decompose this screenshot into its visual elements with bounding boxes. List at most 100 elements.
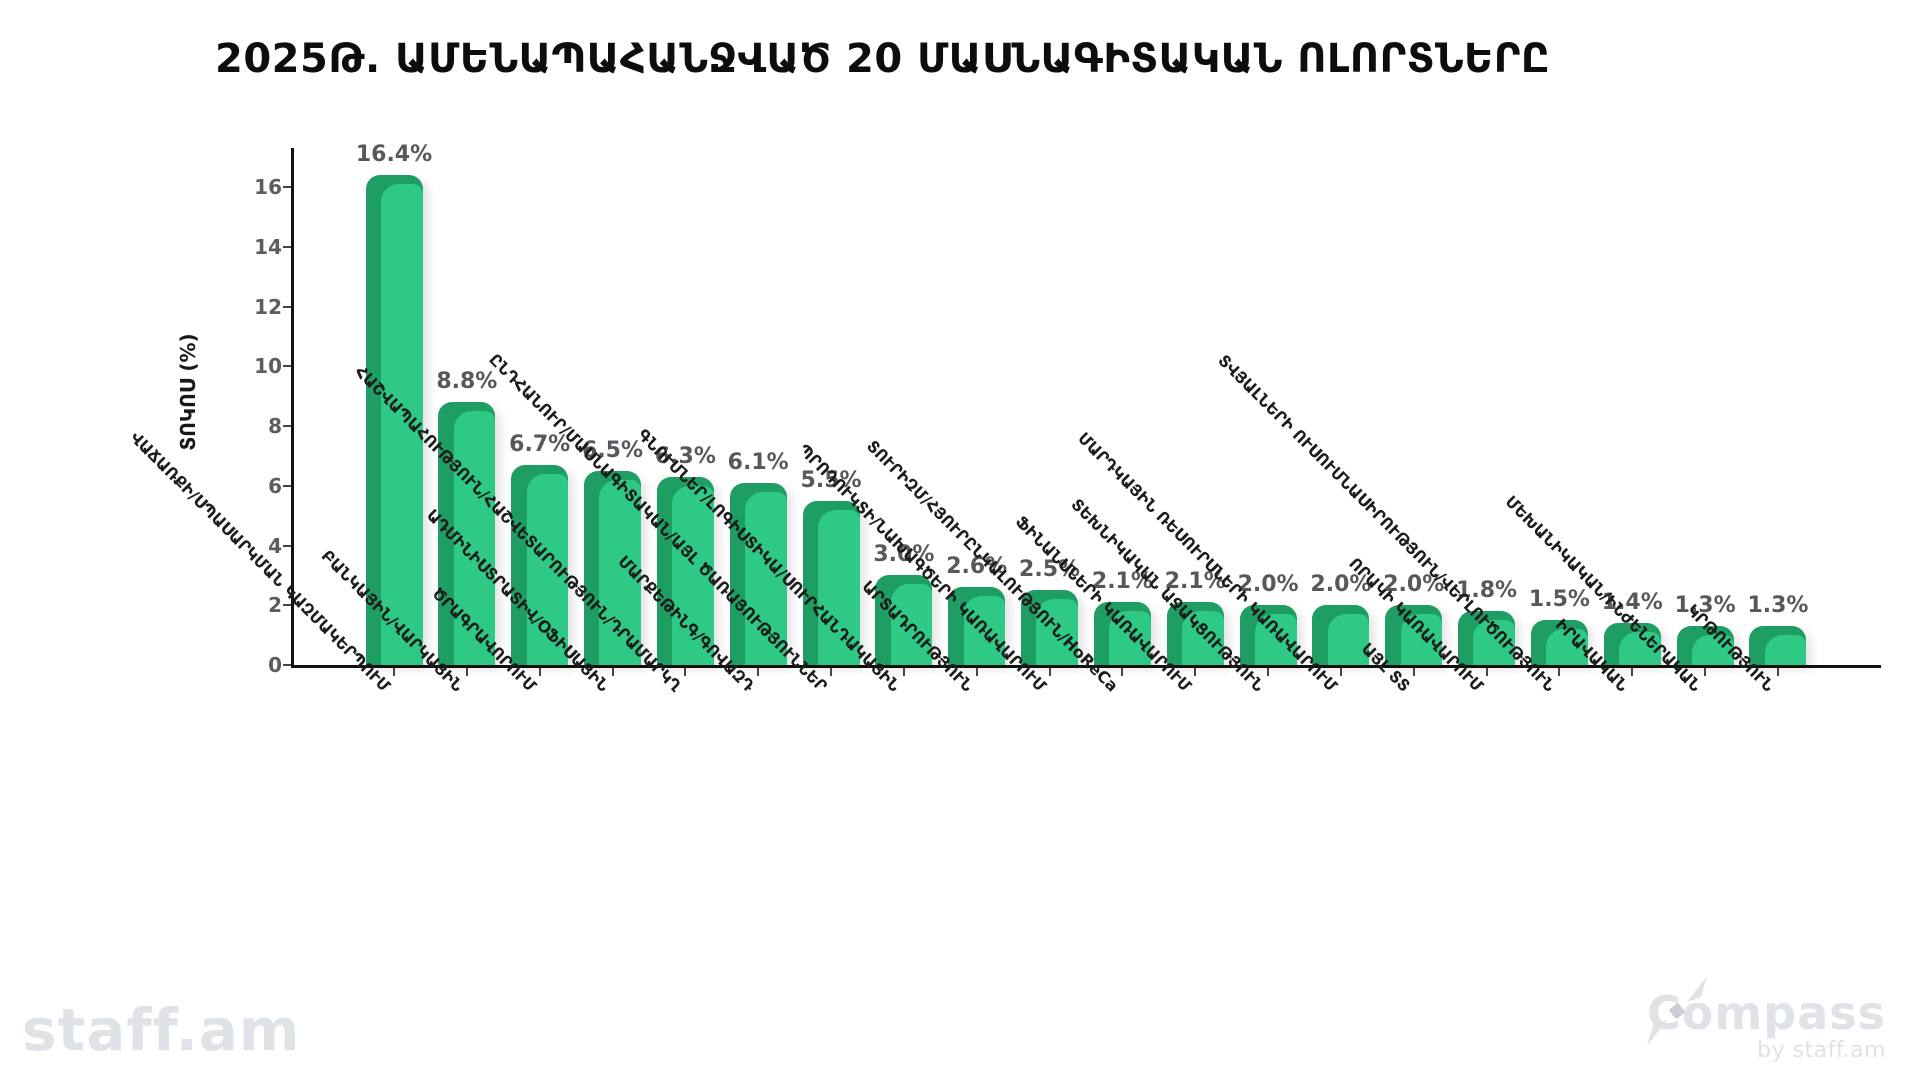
bar-highlight bbox=[1691, 635, 1734, 665]
y-tick-label: 4 bbox=[268, 533, 282, 558]
x-tick-mark bbox=[902, 668, 905, 676]
y-tick-mark bbox=[283, 604, 291, 607]
x-tick-mark bbox=[1339, 668, 1342, 676]
bar-highlight bbox=[1327, 614, 1370, 665]
bar-value-label: 1.5% bbox=[1528, 587, 1590, 612]
bar-highlight bbox=[599, 480, 642, 665]
x-tick-mark bbox=[1485, 668, 1488, 676]
x-tick-mark bbox=[830, 668, 833, 676]
bar-value-label: 5.5% bbox=[800, 468, 862, 493]
x-tick-mark bbox=[684, 668, 687, 676]
bar bbox=[1676, 626, 1734, 665]
bar-value-label: 6.5% bbox=[582, 438, 644, 463]
bar bbox=[729, 483, 787, 665]
x-tick-mark bbox=[393, 668, 395, 676]
y-tick-label: 12 bbox=[254, 294, 282, 319]
bar bbox=[584, 471, 642, 665]
bar bbox=[1749, 626, 1807, 665]
bar-highlight bbox=[963, 596, 1006, 665]
y-tick-mark bbox=[283, 664, 291, 666]
bar-value-label: 2.0% bbox=[1383, 572, 1445, 597]
compass-needle-icon bbox=[1646, 976, 1707, 1046]
bar-highlight bbox=[453, 411, 496, 665]
bar bbox=[1093, 602, 1151, 665]
bar-highlight bbox=[1109, 611, 1151, 665]
bar-value-label: 8.8% bbox=[436, 369, 498, 394]
bar bbox=[948, 587, 1006, 665]
bar bbox=[511, 465, 569, 665]
bar bbox=[1239, 605, 1297, 665]
bar bbox=[802, 501, 860, 665]
bar-value-label: 1.8% bbox=[1456, 578, 1518, 603]
bar-highlight bbox=[890, 584, 933, 665]
bar bbox=[1385, 605, 1443, 665]
x-axis-line bbox=[291, 665, 1881, 668]
compass-logo-text: Compass bbox=[1646, 976, 1886, 1046]
bar-highlight bbox=[1182, 611, 1224, 665]
y-tick-label: 16 bbox=[254, 175, 282, 199]
y-tick-mark bbox=[283, 365, 291, 368]
y-tick-mark bbox=[283, 425, 291, 427]
x-tick-mark bbox=[1267, 668, 1270, 676]
x-tick-mark bbox=[538, 668, 541, 676]
bar bbox=[875, 575, 933, 665]
bar-value-label: 2.1% bbox=[1164, 569, 1226, 594]
bar-value-label: 6.7% bbox=[509, 432, 571, 457]
x-tick-mark bbox=[975, 668, 978, 676]
y-axis-title: ՏՈԿՈՍ (%) bbox=[176, 333, 200, 451]
bar-value-label: 3.0% bbox=[873, 542, 935, 567]
x-tick-mark bbox=[1121, 668, 1124, 676]
y-tick-mark bbox=[283, 305, 291, 308]
staffam-logo: staff.am bbox=[22, 996, 301, 1064]
bar-highlight bbox=[745, 492, 787, 665]
bar bbox=[1021, 590, 1079, 665]
bar-highlight bbox=[1400, 614, 1443, 665]
bar-value-label: 1.3% bbox=[1674, 593, 1736, 618]
bar bbox=[1530, 620, 1588, 665]
bar bbox=[1312, 605, 1370, 665]
bar bbox=[438, 402, 496, 665]
y-axis-line bbox=[291, 148, 294, 668]
y-tick-label: 8 bbox=[268, 414, 282, 438]
bar bbox=[365, 175, 423, 665]
bar-highlight bbox=[1036, 599, 1079, 665]
x-tick-mark bbox=[1776, 668, 1779, 676]
x-tick-mark bbox=[1412, 668, 1415, 676]
x-tick-mark bbox=[1704, 668, 1707, 676]
page-title: 2025Թ. ԱՄԵՆԱՊԱՀԱՆՋՎԱԾ 20 ՄԱՍՆԱԳԻՏԱԿԱՆ ՈԼ… bbox=[215, 36, 1551, 82]
x-tick-mark bbox=[465, 668, 468, 676]
bar bbox=[1166, 602, 1224, 665]
bar-value-label: 2.6% bbox=[946, 554, 1008, 579]
bar-value-label: 6.3% bbox=[654, 444, 716, 469]
y-tick-mark bbox=[283, 245, 291, 248]
bar-value-label: 2.5% bbox=[1019, 557, 1081, 582]
x-tick-mark bbox=[1194, 668, 1197, 676]
y-tick-label: 2 bbox=[268, 593, 282, 618]
y-tick-label: 0 bbox=[268, 653, 282, 677]
x-tick-mark bbox=[1631, 668, 1634, 676]
compass-logo: Compass by staff.am bbox=[1646, 976, 1886, 1063]
x-tick-mark bbox=[1048, 668, 1051, 676]
bar-value-label: 1.4% bbox=[1601, 590, 1663, 615]
bar-value-label: 6.1% bbox=[727, 450, 789, 475]
bar bbox=[656, 477, 714, 665]
x-tick-mark bbox=[1558, 668, 1561, 676]
compass-sub-text: by staff.am bbox=[1757, 1038, 1886, 1063]
bar-value-label: 2.0% bbox=[1237, 572, 1299, 597]
bar-highlight bbox=[1546, 629, 1588, 665]
bar-highlight bbox=[380, 184, 423, 665]
bar-highlight bbox=[1619, 632, 1661, 665]
y-tick-mark bbox=[283, 186, 291, 188]
y-tick-mark bbox=[283, 544, 291, 547]
y-tick-label: 14 bbox=[254, 234, 282, 259]
y-tick-label: 6 bbox=[268, 473, 282, 498]
bar-highlight bbox=[1254, 614, 1297, 665]
bar-highlight bbox=[817, 510, 860, 665]
bar-value-label: 1.3% bbox=[1747, 593, 1809, 618]
bar-value-label: 2.0% bbox=[1310, 572, 1372, 597]
bar-value-label: 2.1% bbox=[1091, 569, 1153, 594]
bar-highlight bbox=[1764, 635, 1807, 665]
bar bbox=[1458, 611, 1516, 665]
y-tick-label: 10 bbox=[254, 354, 282, 379]
